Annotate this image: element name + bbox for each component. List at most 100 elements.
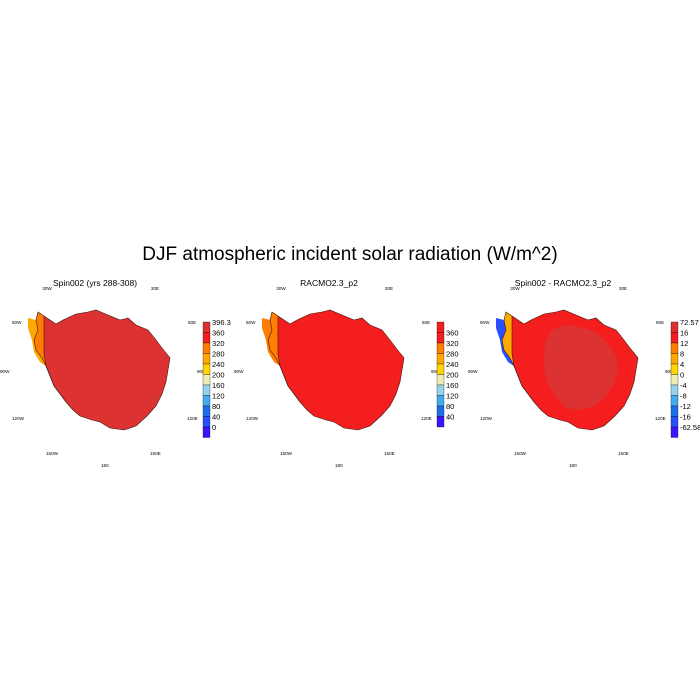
lon-label-w120: 120W bbox=[12, 416, 25, 421]
colorbar-label: 200 bbox=[212, 371, 225, 380]
colorbar-segment bbox=[670, 405, 679, 417]
colorbar-segment bbox=[436, 332, 445, 344]
colorbar-label: 320 bbox=[212, 339, 225, 348]
colorbar-label: 80 bbox=[212, 402, 220, 411]
colorbar-segment bbox=[436, 384, 445, 396]
lon-label-w120: 120W bbox=[246, 416, 259, 421]
colorbar-segment bbox=[202, 321, 211, 333]
lon-label-w30: 30W bbox=[42, 286, 52, 291]
colorbar-segment bbox=[670, 374, 679, 386]
colorbar-label: 160 bbox=[212, 381, 225, 390]
lon-label-e150: 150E bbox=[150, 451, 161, 456]
colorbar-segment bbox=[436, 395, 445, 407]
colorbar-segment bbox=[670, 321, 679, 333]
lon-label-e30: 30E bbox=[385, 286, 393, 291]
lon-label-e60: 60E bbox=[656, 320, 664, 325]
map-racmo: 30W 30E 60W 60E 90W 90E 120W 120E 150W 150E 180 360… bbox=[234, 286, 459, 468]
colorbar-segment bbox=[202, 353, 211, 365]
lon-label-s180: 180 bbox=[335, 463, 343, 468]
lon-label-w90: 90W bbox=[234, 369, 244, 374]
colorbar-label: 80 bbox=[446, 402, 454, 411]
colorbar-label: 72.57 bbox=[680, 318, 699, 327]
lon-label-w150: 150W bbox=[514, 451, 527, 456]
panel-title: RACMO2.3_p2 bbox=[300, 278, 358, 288]
colorbar-segment bbox=[670, 416, 679, 428]
colorbar-segment bbox=[670, 426, 679, 438]
colorbar-label: 200 bbox=[446, 371, 459, 380]
lon-label-s180: 180 bbox=[101, 463, 109, 468]
colorbar-label: 120 bbox=[446, 392, 459, 401]
colorbar-label: -16 bbox=[680, 413, 691, 422]
colorbar-segment bbox=[436, 363, 445, 375]
lon-label-w90: 90W bbox=[468, 369, 478, 374]
lon-label-w60: 60W bbox=[480, 320, 490, 325]
figure-title: DJF atmospheric incident solar radiation… bbox=[142, 244, 558, 265]
map-difference: 30W 30E 60W 60E 90W 90E 120W 120E 150W 150E 180 72.… bbox=[468, 286, 700, 468]
colorbar-segment bbox=[202, 395, 211, 407]
lon-label-e150: 150E bbox=[384, 451, 395, 456]
colorbar-label: 120 bbox=[212, 392, 225, 401]
colorbar-label: 360 bbox=[212, 329, 225, 338]
colorbar-segment bbox=[670, 363, 679, 375]
lon-label-w60: 60W bbox=[12, 320, 22, 325]
region-fringe bbox=[496, 318, 514, 366]
lon-label-e120: 120E bbox=[187, 416, 198, 421]
lon-label-s180: 180 bbox=[569, 463, 577, 468]
panel-title: Spin002 (yrs 288-308) bbox=[52, 278, 138, 288]
colorbar-label: -4 bbox=[680, 381, 687, 390]
lon-label-e150: 150E bbox=[618, 451, 629, 456]
colorbar-segment bbox=[202, 426, 211, 438]
colorbar-segment bbox=[202, 416, 211, 428]
lon-label-w150: 150W bbox=[280, 451, 293, 456]
colorbar-label: 40 bbox=[212, 413, 220, 422]
lon-label-w120: 120W bbox=[480, 416, 493, 421]
colorbar-segment bbox=[436, 416, 445, 428]
colorbar-segment bbox=[436, 353, 445, 365]
colorbar-segment bbox=[670, 353, 679, 365]
colorbar-segment bbox=[670, 342, 679, 354]
colorbar-label: 320 bbox=[446, 339, 459, 348]
colorbar-segment bbox=[202, 363, 211, 375]
colorbar-label: -62.58 bbox=[680, 423, 700, 432]
panel-spin002: Spin002 (yrs 288-308) 30W 30E 60W 60E 90W 90E… bbox=[0, 270, 232, 470]
colorbar-segment bbox=[202, 374, 211, 386]
colorbar-label: 160 bbox=[446, 381, 459, 390]
colorbar-segment bbox=[436, 374, 445, 386]
colorbar-label: 360 bbox=[446, 329, 459, 338]
colorbar-segment bbox=[670, 384, 679, 396]
lon-label-e90: 90E bbox=[665, 369, 673, 374]
colorbar-segment bbox=[670, 332, 679, 344]
colorbar-label: 12 bbox=[680, 339, 688, 348]
lon-label-e120: 120E bbox=[421, 416, 432, 421]
colorbar-label: 280 bbox=[446, 350, 459, 359]
region-interior bbox=[544, 325, 618, 410]
panel-title: Spin002 - RACMO2.3_p2 bbox=[514, 278, 612, 288]
colorbar-label: -12 bbox=[680, 402, 691, 411]
lon-label-w60: 60W bbox=[246, 320, 256, 325]
region-interior bbox=[310, 325, 384, 410]
colorbar-label: 40 bbox=[446, 413, 454, 422]
colorbar-segment bbox=[436, 321, 445, 333]
colorbar-label: -8 bbox=[680, 392, 687, 401]
colorbar-label: 240 bbox=[212, 360, 225, 369]
lon-label-w90: 90W bbox=[0, 369, 10, 374]
coastline bbox=[267, 311, 301, 403]
coastline bbox=[501, 311, 535, 403]
colorbar-label: 280 bbox=[212, 350, 225, 359]
lon-label-e60: 60E bbox=[188, 320, 196, 325]
colorbar-segment bbox=[202, 384, 211, 396]
colorbar-label: 8 bbox=[680, 350, 684, 359]
colorbar-label: 4 bbox=[680, 360, 684, 369]
lon-label-e90: 90E bbox=[431, 369, 439, 374]
coastline bbox=[33, 311, 67, 403]
lon-label-w30: 30W bbox=[510, 286, 520, 291]
colorbar-segment bbox=[202, 342, 211, 354]
panel-difference: Spin002 - RACMO2.3_p2 30W 30E 60W 60E 90W 90E… bbox=[468, 270, 700, 470]
lon-label-w30: 30W bbox=[276, 286, 286, 291]
colorbar-segment bbox=[436, 342, 445, 354]
colorbar-segment bbox=[670, 395, 679, 407]
lon-label-e60: 60E bbox=[422, 320, 430, 325]
colorbar-label: 396.3 bbox=[212, 318, 231, 327]
colorbar-label: 0 bbox=[212, 423, 216, 432]
region-fringe bbox=[262, 318, 280, 366]
